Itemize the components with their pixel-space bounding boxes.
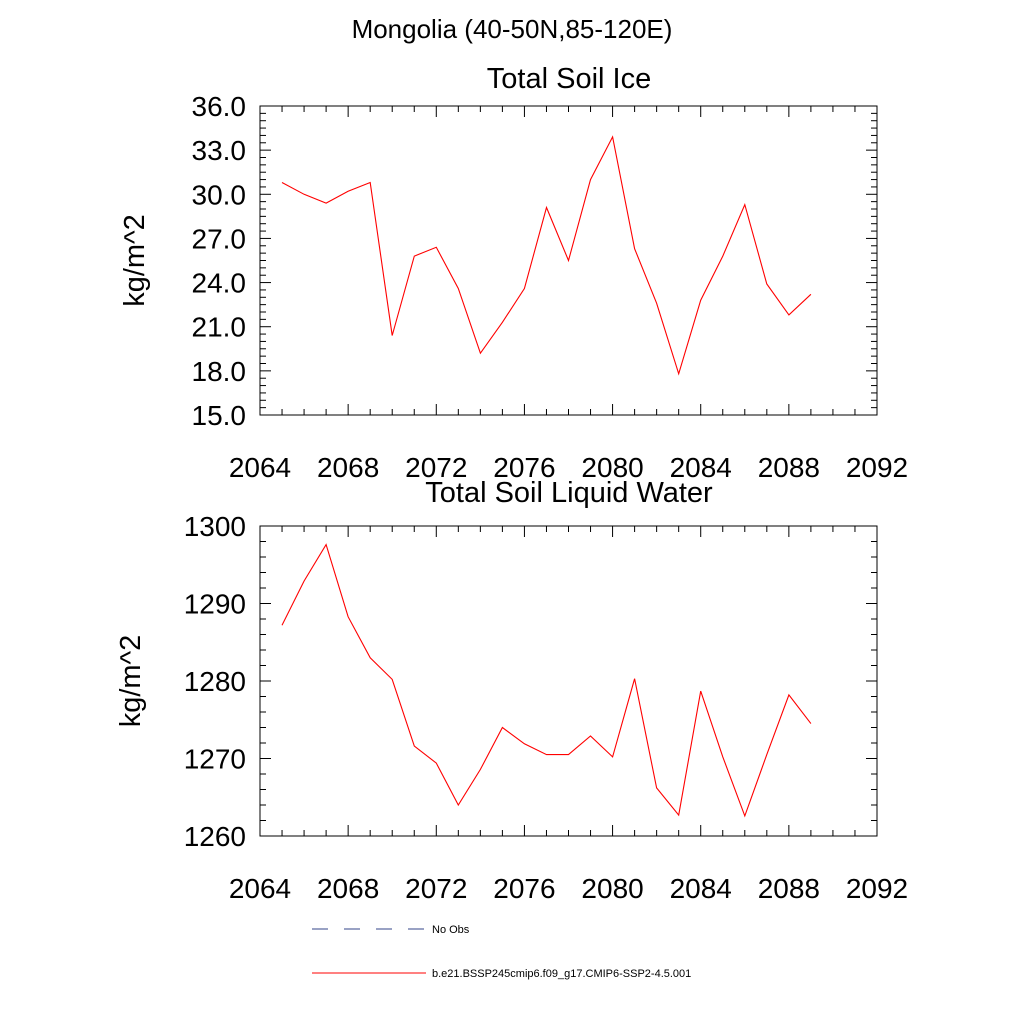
chart-title: Total Soil Liquid Water bbox=[425, 477, 713, 509]
x-tick-label: 2076 bbox=[493, 873, 555, 904]
x-tick-label: 2088 bbox=[758, 873, 820, 904]
y-tick-label: 15.0 bbox=[192, 400, 247, 431]
chart-panel-1: 2064 2068 2072 2076 2080 2084 2088 2092 15.0 18.0… bbox=[119, 63, 908, 483]
x-tick-label: 2064 bbox=[229, 452, 291, 483]
x-tick-label: 2064 bbox=[229, 873, 291, 904]
series-line-1 bbox=[281, 135, 812, 376]
x-tick-label: 2072 bbox=[405, 452, 467, 483]
x-tick-label: 2084 bbox=[670, 452, 732, 483]
plot-frame bbox=[259, 525, 878, 837]
y-tick-label: 27.0 bbox=[192, 223, 247, 254]
y-tick-label: 30.0 bbox=[192, 179, 247, 210]
y-axis-label: kg/m^2 bbox=[119, 214, 151, 307]
legend-label-1: No Obs bbox=[432, 924, 470, 936]
x-tick-label: 2080 bbox=[581, 452, 643, 483]
y-tick-label: 1290 bbox=[184, 589, 246, 620]
x-tick-label: 2092 bbox=[846, 452, 908, 483]
x-tick-label: 2084 bbox=[670, 873, 732, 904]
x-tick-label: 2068 bbox=[317, 452, 379, 483]
y-tick-label: 1270 bbox=[184, 744, 246, 775]
chart-panel-2: 2064 2068 2072 2076 2080 2084 2088 2092 1260 1270… bbox=[115, 477, 908, 904]
y-tick-label: 21.0 bbox=[192, 312, 247, 343]
y-tick-label: 36.0 bbox=[192, 91, 247, 122]
x-tick-label: 2068 bbox=[317, 873, 379, 904]
y-tick-label: 1280 bbox=[184, 666, 246, 697]
x-tick-label: 2072 bbox=[405, 873, 467, 904]
x-tick-label: 2076 bbox=[493, 452, 555, 483]
y-axis-label: kg/m^2 bbox=[115, 635, 147, 728]
y-tick-label: 33.0 bbox=[192, 135, 247, 166]
legend-label-2: b.e21.BSSP245cmip6.f09_g17.CMIP6-SSP2-4.… bbox=[432, 968, 691, 980]
page-title: Mongolia (40-50N,85-120E) bbox=[351, 14, 673, 44]
x-tick-label: 2088 bbox=[758, 452, 820, 483]
series-line-1 bbox=[281, 543, 812, 818]
chart-title: Total Soil Ice bbox=[487, 63, 651, 95]
y-tick-label: 18.0 bbox=[192, 356, 247, 387]
y-tick-label: 1300 bbox=[184, 511, 246, 542]
y-tick-label: 24.0 bbox=[192, 268, 247, 299]
x-tick-label: 2080 bbox=[581, 873, 643, 904]
y-tick-label: 1260 bbox=[184, 821, 246, 852]
x-tick-label: 2092 bbox=[846, 873, 908, 904]
legend: No Obs b.e21.BSSP245cmip6.f09_g17.CMIP6-S… bbox=[312, 924, 691, 980]
